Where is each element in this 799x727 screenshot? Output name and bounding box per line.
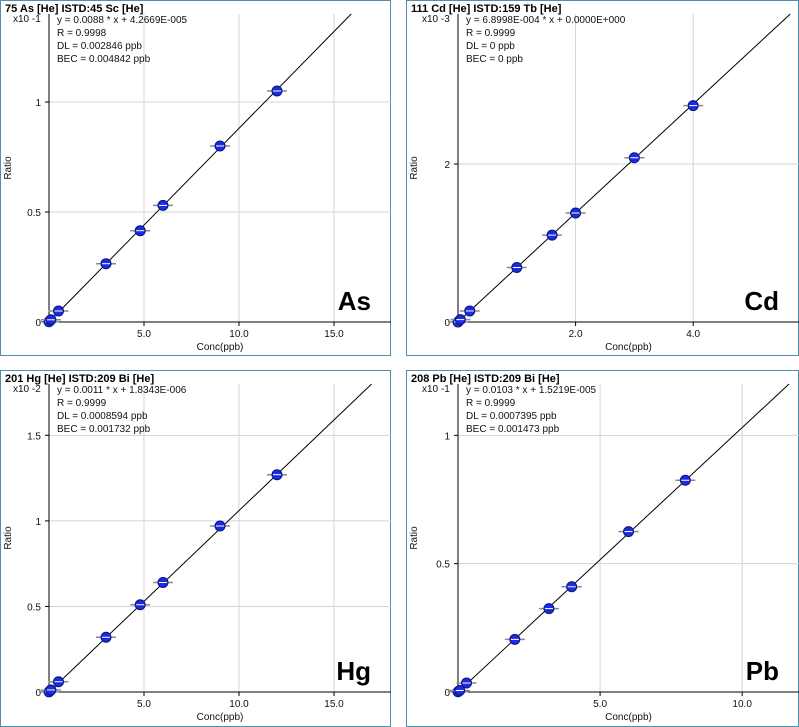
correlation-r: R = 0.9998 bbox=[57, 28, 107, 39]
y-axis-label: Ratio bbox=[3, 156, 14, 180]
x-axis-label: Conc(ppb) bbox=[197, 712, 244, 723]
element-label: As bbox=[338, 286, 371, 316]
y-tick-label: 0 bbox=[35, 688, 41, 699]
calibration-panel-hg: 5.0 10.0 15.0 0 0.5 1 1.5 201 Hg [He] ISTD:209 … bbox=[0, 370, 391, 727]
bec-value: BEC = 0.004842 ppb bbox=[57, 54, 151, 65]
y-tick-label: 0 bbox=[444, 688, 450, 699]
fit-equation: y = 6.8998E-004 * x + 0.0000E+000 bbox=[466, 15, 626, 26]
detection-limit: DL = 0.002846 ppb bbox=[57, 41, 142, 52]
element-label: Hg bbox=[336, 656, 371, 686]
x-tick-label: 2.0 bbox=[569, 329, 583, 340]
x-tick-label: 5.0 bbox=[593, 699, 607, 710]
y-axis-label: Ratio bbox=[3, 526, 14, 550]
y-multiplier: x10 -1 bbox=[422, 384, 450, 395]
x-tick-label: 5.0 bbox=[137, 699, 151, 710]
correlation-r: R = 0.9999 bbox=[466, 28, 516, 39]
bec-value: BEC = 0 ppb bbox=[466, 54, 523, 65]
y-tick-label: 1 bbox=[444, 431, 450, 442]
calibration-chart-cd: 2.0 4.0 0 2 111 Cd [He] ISTD:159 Tb [He]x10 … bbox=[409, 3, 799, 353]
y-multiplier: x10 -3 bbox=[422, 14, 450, 25]
detection-limit: DL = 0 ppb bbox=[466, 41, 515, 52]
y-multiplier: x10 -2 bbox=[13, 384, 41, 395]
y-tick-label: 0 bbox=[35, 318, 41, 329]
x-axis-label: Conc(ppb) bbox=[605, 712, 652, 723]
calibration-panel-cd: 2.0 4.0 0 2 111 Cd [He] ISTD:159 Tb [He] x10 … bbox=[406, 0, 799, 356]
y-tick-label: 0 bbox=[444, 318, 450, 329]
x-tick-label: 10.0 bbox=[229, 329, 249, 340]
y-tick-label: 2 bbox=[444, 160, 450, 171]
fit-equation: y = 0.0088 * x + 4.2669E-005 bbox=[57, 15, 188, 26]
bec-value: BEC = 0.001473 ppb bbox=[466, 424, 560, 435]
detection-limit: DL = 0.0007395 ppb bbox=[466, 411, 557, 422]
chart-title: 75 As [He] ISTD:45 Sc [He] bbox=[5, 3, 144, 15]
chart-title: 201 Hg [He] ISTD:209 Bi [He] bbox=[5, 373, 154, 385]
chart-title: 111 Cd [He] ISTD:159 Tb [He] bbox=[411, 3, 562, 15]
x-axis-label: Conc(ppb) bbox=[605, 342, 652, 353]
element-label: Pb bbox=[746, 656, 779, 686]
y-tick-label: 0.5 bbox=[27, 602, 41, 613]
y-axis-label: Ratio bbox=[409, 156, 420, 180]
calibration-chart-as: 5.0 10.0 15.0 0 0.5 1 75 As [He] ISTD:45 Sc [H… bbox=[3, 3, 391, 353]
correlation-r: R = 0.9999 bbox=[466, 398, 516, 409]
element-label: Cd bbox=[744, 286, 779, 316]
x-tick-label: 10.0 bbox=[229, 699, 249, 710]
calibration-fit-line bbox=[48, 13, 352, 323]
y-tick-label: 0.5 bbox=[436, 560, 450, 571]
y-axis-label: Ratio bbox=[409, 526, 420, 550]
detection-limit: DL = 0.0008594 ppb bbox=[57, 411, 148, 422]
fit-equation: y = 0.0011 * x + 1.8343E-006 bbox=[57, 385, 187, 396]
x-tick-label: 15.0 bbox=[324, 329, 344, 340]
y-tick-label: 0.5 bbox=[27, 208, 41, 219]
x-axis-label: Conc(ppb) bbox=[197, 342, 244, 353]
calibration-panel-as: 5.0 10.0 15.0 0 0.5 1 75 As [He] ISTD:45 Sc [H… bbox=[0, 0, 391, 356]
x-tick-label: 15.0 bbox=[324, 699, 344, 710]
y-multiplier: x10 -1 bbox=[13, 14, 41, 25]
bec-value: BEC = 0.001732 ppb bbox=[57, 424, 151, 435]
calibration-chart-hg: 5.0 10.0 15.0 0 0.5 1 1.5 201 Hg [He] ISTD:209 … bbox=[3, 373, 391, 723]
calibration-chart-pb: 5.0 10.0 0 0.5 1 208 Pb [He] ISTD:209 Bi [He]… bbox=[409, 373, 799, 723]
x-tick-label: 10.0 bbox=[732, 699, 752, 710]
y-tick-label: 1 bbox=[35, 98, 41, 109]
correlation-r: R = 0.9999 bbox=[57, 398, 107, 409]
x-tick-label: 5.0 bbox=[137, 329, 151, 340]
y-tick-label: 1.5 bbox=[27, 431, 41, 442]
y-tick-label: 1 bbox=[35, 517, 41, 528]
calibration-panel-pb: 5.0 10.0 0 0.5 1 208 Pb [He] ISTD:209 Bi [He]… bbox=[406, 370, 799, 727]
chart-title: 208 Pb [He] ISTD:209 Bi [He] bbox=[411, 373, 560, 385]
fit-equation: y = 0.0103 * x + 1.5219E-005 bbox=[466, 385, 597, 396]
x-tick-label: 4.0 bbox=[686, 329, 700, 340]
